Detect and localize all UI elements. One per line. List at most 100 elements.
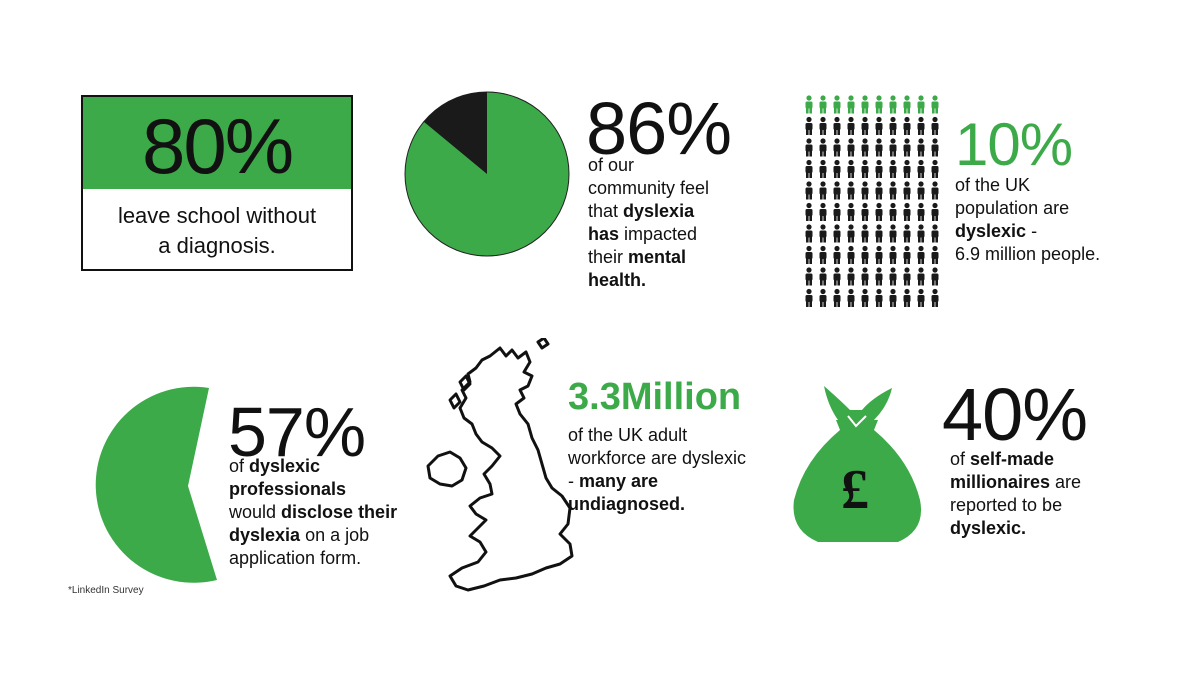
person-icon — [805, 181, 813, 200]
person-icon — [847, 288, 855, 307]
person-icon — [931, 138, 939, 157]
person-icon — [903, 224, 911, 243]
person-icon — [931, 95, 939, 114]
person-icon — [847, 138, 855, 157]
person-icon — [875, 159, 883, 178]
person-icon — [861, 159, 869, 178]
person-icon — [889, 159, 897, 178]
stat-40-line1a: of — [950, 449, 971, 469]
stat-33-text: of the UK adult workforce are dyslexic -… — [568, 424, 778, 516]
stat-10-line4: 6.9 million people. — [955, 244, 1101, 264]
person-icon — [861, 245, 869, 264]
stat-33-line3a: - — [568, 471, 579, 491]
person-icon — [917, 116, 925, 135]
pound-sign-icon: £ — [841, 459, 869, 521]
stat-40-line2a: millionaires — [950, 472, 1051, 492]
stat-10-value: 10% — [955, 111, 1073, 178]
person-icon — [833, 288, 841, 307]
stat-10-text: of the UK population are dyslexic - 6.9 … — [955, 174, 1135, 266]
person-icon — [875, 181, 883, 200]
person-icon — [917, 267, 925, 286]
stat-86-line5b: mental — [628, 247, 687, 267]
uk-map-icon — [426, 338, 574, 592]
stat-57-line4b: on a job — [300, 525, 370, 545]
stat-80-band — [83, 97, 351, 189]
person-icon — [875, 288, 883, 307]
person-icon — [805, 138, 813, 157]
person-icon — [889, 224, 897, 243]
person-icon — [889, 138, 897, 157]
person-icon — [917, 288, 925, 307]
person-icon — [833, 95, 841, 114]
money-bag-icon: £ — [793, 386, 922, 542]
stat-57-line3a: would — [229, 502, 282, 522]
person-icon — [833, 116, 841, 135]
stat-10-line3b: - — [1026, 221, 1038, 241]
person-icon — [931, 224, 939, 243]
person-icon — [903, 95, 911, 114]
stat-33-line4: undiagnosed. — [568, 494, 685, 514]
pie-chart-icon — [404, 91, 570, 257]
person-icon — [833, 159, 841, 178]
person-icon — [917, 159, 925, 178]
person-icon — [847, 267, 855, 286]
stat-40-line1b: self-made — [970, 449, 1055, 469]
stat-86-line4b: impacted — [619, 224, 698, 244]
stat-57-line5: application form. — [229, 548, 362, 568]
person-icon — [875, 224, 883, 243]
person-icon — [917, 245, 925, 264]
stat-40-line3: reported to be — [950, 495, 1063, 515]
stat-80-value: 80% — [141, 102, 294, 190]
person-icon — [861, 181, 869, 200]
stat-40-value: 40% — [942, 373, 1088, 456]
person-icon — [931, 181, 939, 200]
person-icon — [833, 202, 841, 221]
person-icon — [805, 159, 813, 178]
person-icon — [889, 181, 897, 200]
person-icon — [847, 181, 855, 200]
person-icon — [819, 224, 827, 243]
person-icon — [861, 95, 869, 114]
person-icon — [805, 267, 813, 286]
person-icon — [833, 181, 841, 200]
pie-chart-57-icon — [95, 386, 217, 583]
stat-80-line2: a diagnosis. — [158, 233, 276, 258]
person-icon — [819, 159, 827, 178]
stat-57-line3b: disclose their — [281, 502, 398, 522]
person-icon — [903, 202, 911, 221]
stat-57-line1a: of — [229, 456, 250, 476]
person-icon — [889, 95, 897, 114]
person-icon — [875, 95, 883, 114]
person-icon — [875, 202, 883, 221]
person-icon — [889, 245, 897, 264]
person-icon — [931, 288, 939, 307]
person-icon — [819, 245, 827, 264]
stat-40-line4: dyslexic. — [950, 518, 1027, 538]
footnote: *LinkedIn Survey — [68, 585, 144, 596]
person-icon — [833, 138, 841, 157]
person-icon — [847, 245, 855, 264]
person-icon — [903, 159, 911, 178]
person-icon — [903, 181, 911, 200]
person-icon — [931, 202, 939, 221]
person-icon — [903, 267, 911, 286]
person-icon — [819, 288, 827, 307]
person-icon — [819, 95, 827, 114]
person-icon — [847, 224, 855, 243]
stat-57-line1b: dyslexic — [249, 456, 321, 476]
person-icon — [917, 181, 925, 200]
person-icon — [889, 267, 897, 286]
stat-86-line6: health. — [588, 270, 647, 290]
person-icon — [833, 245, 841, 264]
stat-86-line3b: dyslexia — [623, 201, 695, 221]
person-icon — [861, 138, 869, 157]
stat-86-line3a: that — [588, 201, 624, 221]
person-icon — [847, 95, 855, 114]
person-icon — [903, 116, 911, 135]
stat-57-text: of dyslexic professionals would disclose… — [229, 455, 419, 570]
person-icon — [861, 288, 869, 307]
stat-86-line4a: has — [588, 224, 620, 244]
person-icon — [819, 267, 827, 286]
person-icon — [833, 267, 841, 286]
stat-86-line1: of our — [588, 155, 635, 175]
